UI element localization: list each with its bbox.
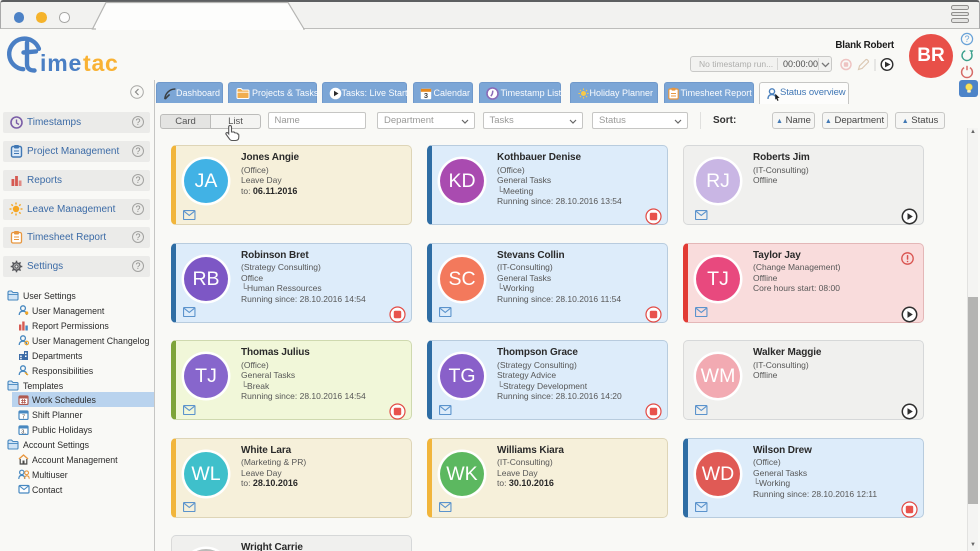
svg-text:3: 3 xyxy=(423,91,427,100)
svg-text:?: ? xyxy=(964,34,969,44)
svg-text:3,: 3, xyxy=(21,430,26,436)
svg-text:ime: ime xyxy=(40,50,82,76)
svg-text:7: 7 xyxy=(22,415,25,421)
svg-text:tac: tac xyxy=(83,50,119,76)
